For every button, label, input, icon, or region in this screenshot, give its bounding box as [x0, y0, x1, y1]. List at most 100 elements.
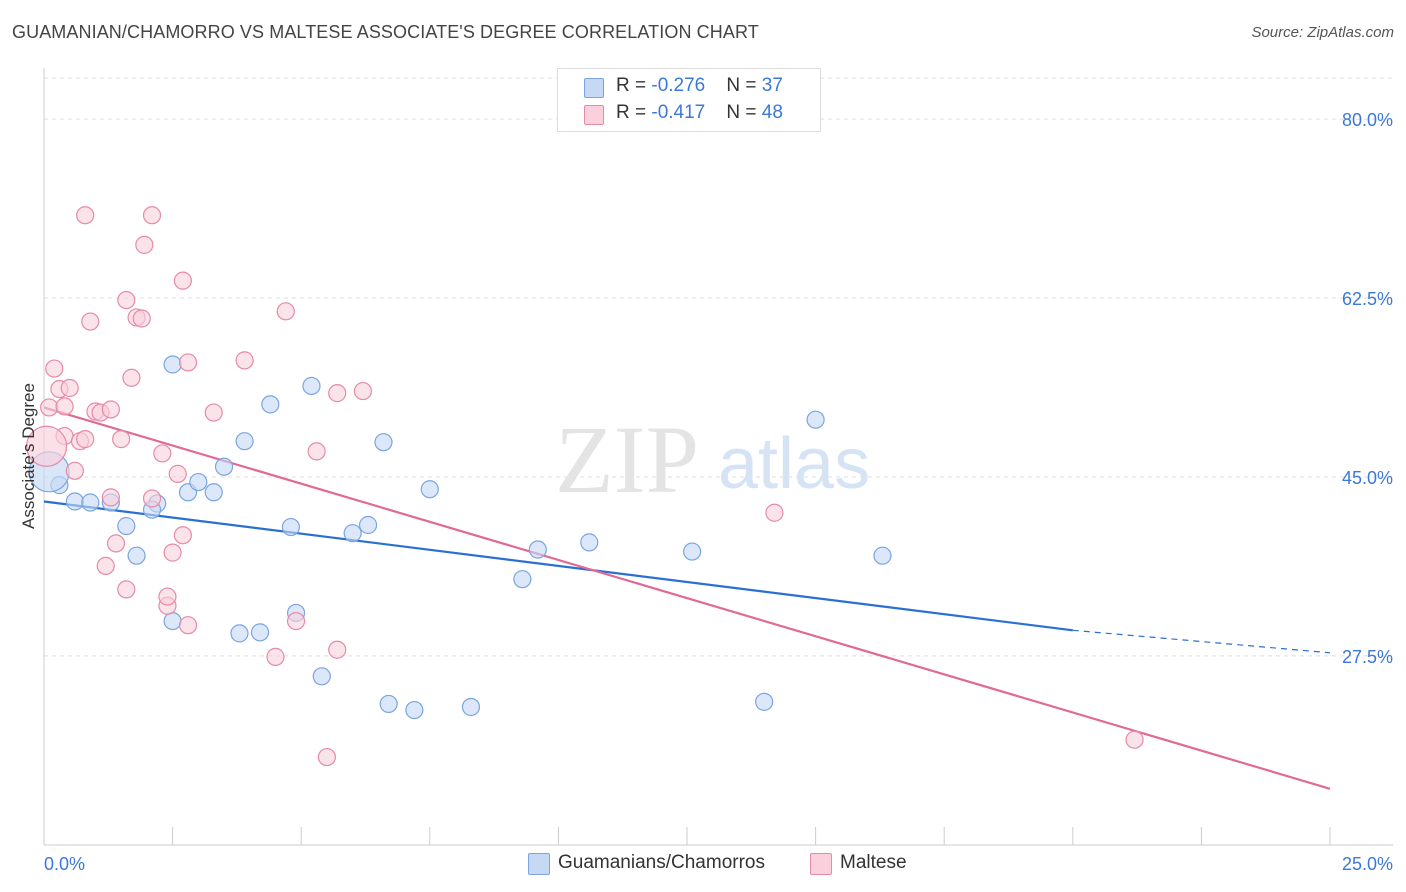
guamanian-point — [405, 700, 424, 720]
watermark: ZIP atlas — [555, 406, 870, 513]
maltese-point — [112, 430, 131, 449]
legend-r-label: R = — [616, 75, 652, 96]
guamanian-point — [302, 376, 321, 396]
guamanian-trend-extension — [1072, 629, 1331, 654]
guamanian-point — [261, 395, 280, 414]
maltese-point — [163, 543, 182, 562]
legend-r-label: R = — [616, 102, 652, 123]
guamanian-point — [461, 697, 481, 717]
maltese-point — [76, 430, 95, 449]
guamanian-point — [163, 612, 182, 631]
trend-lines — [43, 406, 1331, 790]
x-tick-label: 0.0% — [44, 854, 85, 874]
data-points — [25, 206, 1144, 767]
guamanian-point — [127, 546, 146, 565]
chart-source: Source: ZipAtlas.com — [1251, 24, 1394, 41]
maltese-point — [765, 503, 784, 522]
maltese-point — [117, 290, 136, 310]
maltese-point — [60, 378, 79, 398]
maltese-point — [40, 398, 59, 417]
guamanian-point — [513, 570, 532, 589]
maltese-point — [1125, 730, 1144, 749]
legend-n-value: 48 — [761, 102, 783, 123]
maltese-point — [142, 489, 162, 508]
guamanian-point — [528, 540, 547, 559]
maltese-point — [286, 612, 306, 631]
maltese-point — [135, 235, 154, 254]
y-tick-label: 27.5% — [1342, 647, 1393, 667]
guamanian-point — [379, 694, 398, 714]
bottom-legend-swatch-pink — [810, 853, 832, 875]
chart-title: GUAMANIAN/CHAMORRO VS MALTESE ASSOCIATE'… — [12, 22, 759, 42]
maltese-point — [101, 488, 120, 507]
guamanian-point — [281, 517, 301, 537]
maltese-point — [178, 616, 198, 635]
guamanian-point — [235, 432, 254, 451]
watermark-atlas: atlas — [718, 424, 870, 504]
y-axis-label: Associate's Degree — [19, 383, 38, 529]
guamanian-point — [343, 524, 362, 543]
maltese-point — [173, 526, 192, 545]
maltese-point — [96, 556, 115, 575]
maltese-point — [142, 206, 162, 225]
watermark-zip: ZIP — [555, 406, 699, 513]
maltese-point — [235, 351, 254, 370]
bottom-legend-label: Maltese — [840, 852, 907, 873]
maltese-point — [204, 403, 223, 422]
legend-r-value: -0.417 — [651, 102, 706, 123]
guamanian-point — [117, 516, 136, 536]
maltese-point — [173, 271, 192, 290]
maltese-point — [101, 400, 120, 419]
maltese-point — [117, 580, 136, 599]
maltese-point — [276, 302, 295, 321]
guamanian-point — [81, 493, 100, 512]
bottom-legend-label: Guamanians/Chamorros — [558, 852, 765, 873]
guamanian-trend-line — [43, 500, 1073, 632]
maltese-point — [307, 442, 326, 461]
legend-swatch-pink — [584, 105, 604, 125]
maltese-point — [45, 359, 64, 378]
guamanian-point — [163, 355, 182, 374]
guamanian-point — [580, 533, 599, 552]
guamanian-point — [683, 542, 702, 561]
guamanian-point — [420, 480, 439, 499]
guamanian-point — [374, 433, 393, 452]
x-tick-label: 25.0% — [1342, 854, 1393, 874]
y-tick-label: 45.0% — [1342, 468, 1393, 488]
maltese-point — [317, 747, 337, 767]
guamanian-point — [189, 472, 208, 492]
guamanian-point — [755, 692, 774, 711]
tick-labels: 27.5% 45.0% 62.5% 80.0% 0.0% 25.0% — [44, 110, 1393, 874]
maltese-point — [353, 381, 373, 401]
guamanian-point — [214, 457, 234, 476]
maltese-point — [106, 534, 126, 553]
legend-swatch-blue — [584, 78, 604, 98]
maltese-point — [158, 587, 177, 606]
maltese-point — [178, 353, 198, 372]
guamanian-point — [312, 667, 331, 686]
guamanian-point — [204, 483, 223, 502]
maltese-point — [266, 647, 285, 666]
legend-n-label: N = — [726, 102, 762, 123]
maltese-point — [132, 309, 151, 328]
guamanian-point — [358, 515, 378, 535]
legend-r-value: -0.276 — [651, 75, 706, 96]
maltese-point — [55, 397, 74, 416]
guamanian-point — [250, 623, 270, 642]
maltese-point — [328, 384, 347, 403]
maltese-point — [65, 461, 84, 480]
legend-n-label: N = — [726, 75, 762, 96]
maltese-point — [81, 312, 100, 331]
maltese-point — [328, 640, 347, 659]
bottom-legend-swatch-blue — [528, 853, 550, 875]
y-tick-label: 80.0% — [1342, 110, 1393, 130]
guamanian-point — [806, 410, 825, 429]
maltese-point — [25, 425, 68, 467]
legend-n-value: 37 — [761, 75, 783, 96]
maltese-point — [122, 368, 141, 387]
correlation-legend: R = -0.276 N = 37 R = -0.417 N = 48 — [557, 68, 821, 132]
guamanian-point — [873, 546, 892, 565]
maltese-point — [76, 206, 95, 225]
maltese-trend-line — [43, 406, 1331, 790]
